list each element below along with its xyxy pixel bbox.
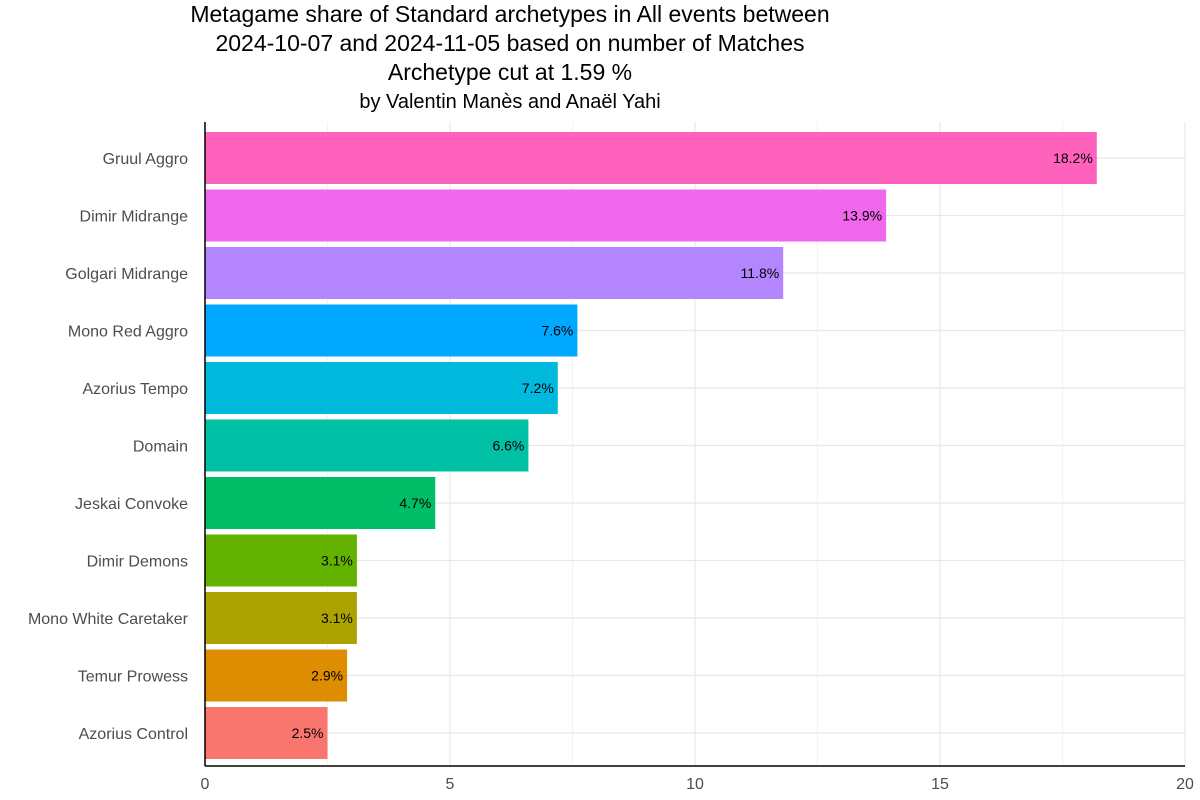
category-label: Dimir Midrange [80,209,189,226]
bar [205,707,328,759]
data-label: 2.5% [292,725,324,741]
category-label: Gruul Aggro [103,151,188,168]
category-label: Mono White Caretaker [28,611,189,628]
data-label: 6.6% [492,438,524,454]
chart-titles: Metagame share of Standard archetypes in… [0,0,1020,117]
bar [205,534,357,587]
data-label: 3.1% [321,610,353,626]
bar [205,477,436,529]
bar [205,304,578,357]
x-tick-label: 10 [686,776,704,793]
category-label: Mono Red Aggro [68,324,188,341]
x-tick-label: 15 [931,776,949,793]
data-label: 4.7% [399,495,431,511]
bar [205,189,887,242]
x-tick-label: 20 [1176,776,1194,793]
data-label: 18.2% [1053,150,1093,166]
bar [205,362,558,414]
bar [205,419,529,472]
data-label: 7.2% [522,380,554,396]
data-label: 3.1% [321,553,353,569]
x-tick-label: 5 [446,776,455,793]
category-label: Azorius Control [79,726,188,743]
data-label: 7.6% [541,323,573,339]
chart-subtitle: by Valentin Manès and Anaël Yahi [359,91,661,113]
chart-title-line-3: Archetype cut at 1.59 % [387,59,633,85]
bar [205,649,348,702]
bar [205,592,357,644]
x-tick-label: 0 [201,776,210,793]
bar [205,132,1097,184]
category-label: Golgari Midrange [65,266,188,283]
chart-title-line-2: 2024-10-07 and 2024-11-05 based on numbe… [215,30,805,56]
data-label: 11.8% [741,265,780,281]
chart-title-line-1: Metagame share of Standard archetypes in… [190,1,830,27]
data-label: 2.9% [311,668,343,684]
category-label: Azorius Tempo [82,381,188,398]
data-label: 13.9% [842,208,882,224]
category-label: Domain [133,439,188,456]
category-label: Jeskai Convoke [75,496,188,513]
category-label: Dimir Demons [87,554,188,571]
category-label: Temur Prowess [78,669,188,686]
bar [205,247,784,299]
